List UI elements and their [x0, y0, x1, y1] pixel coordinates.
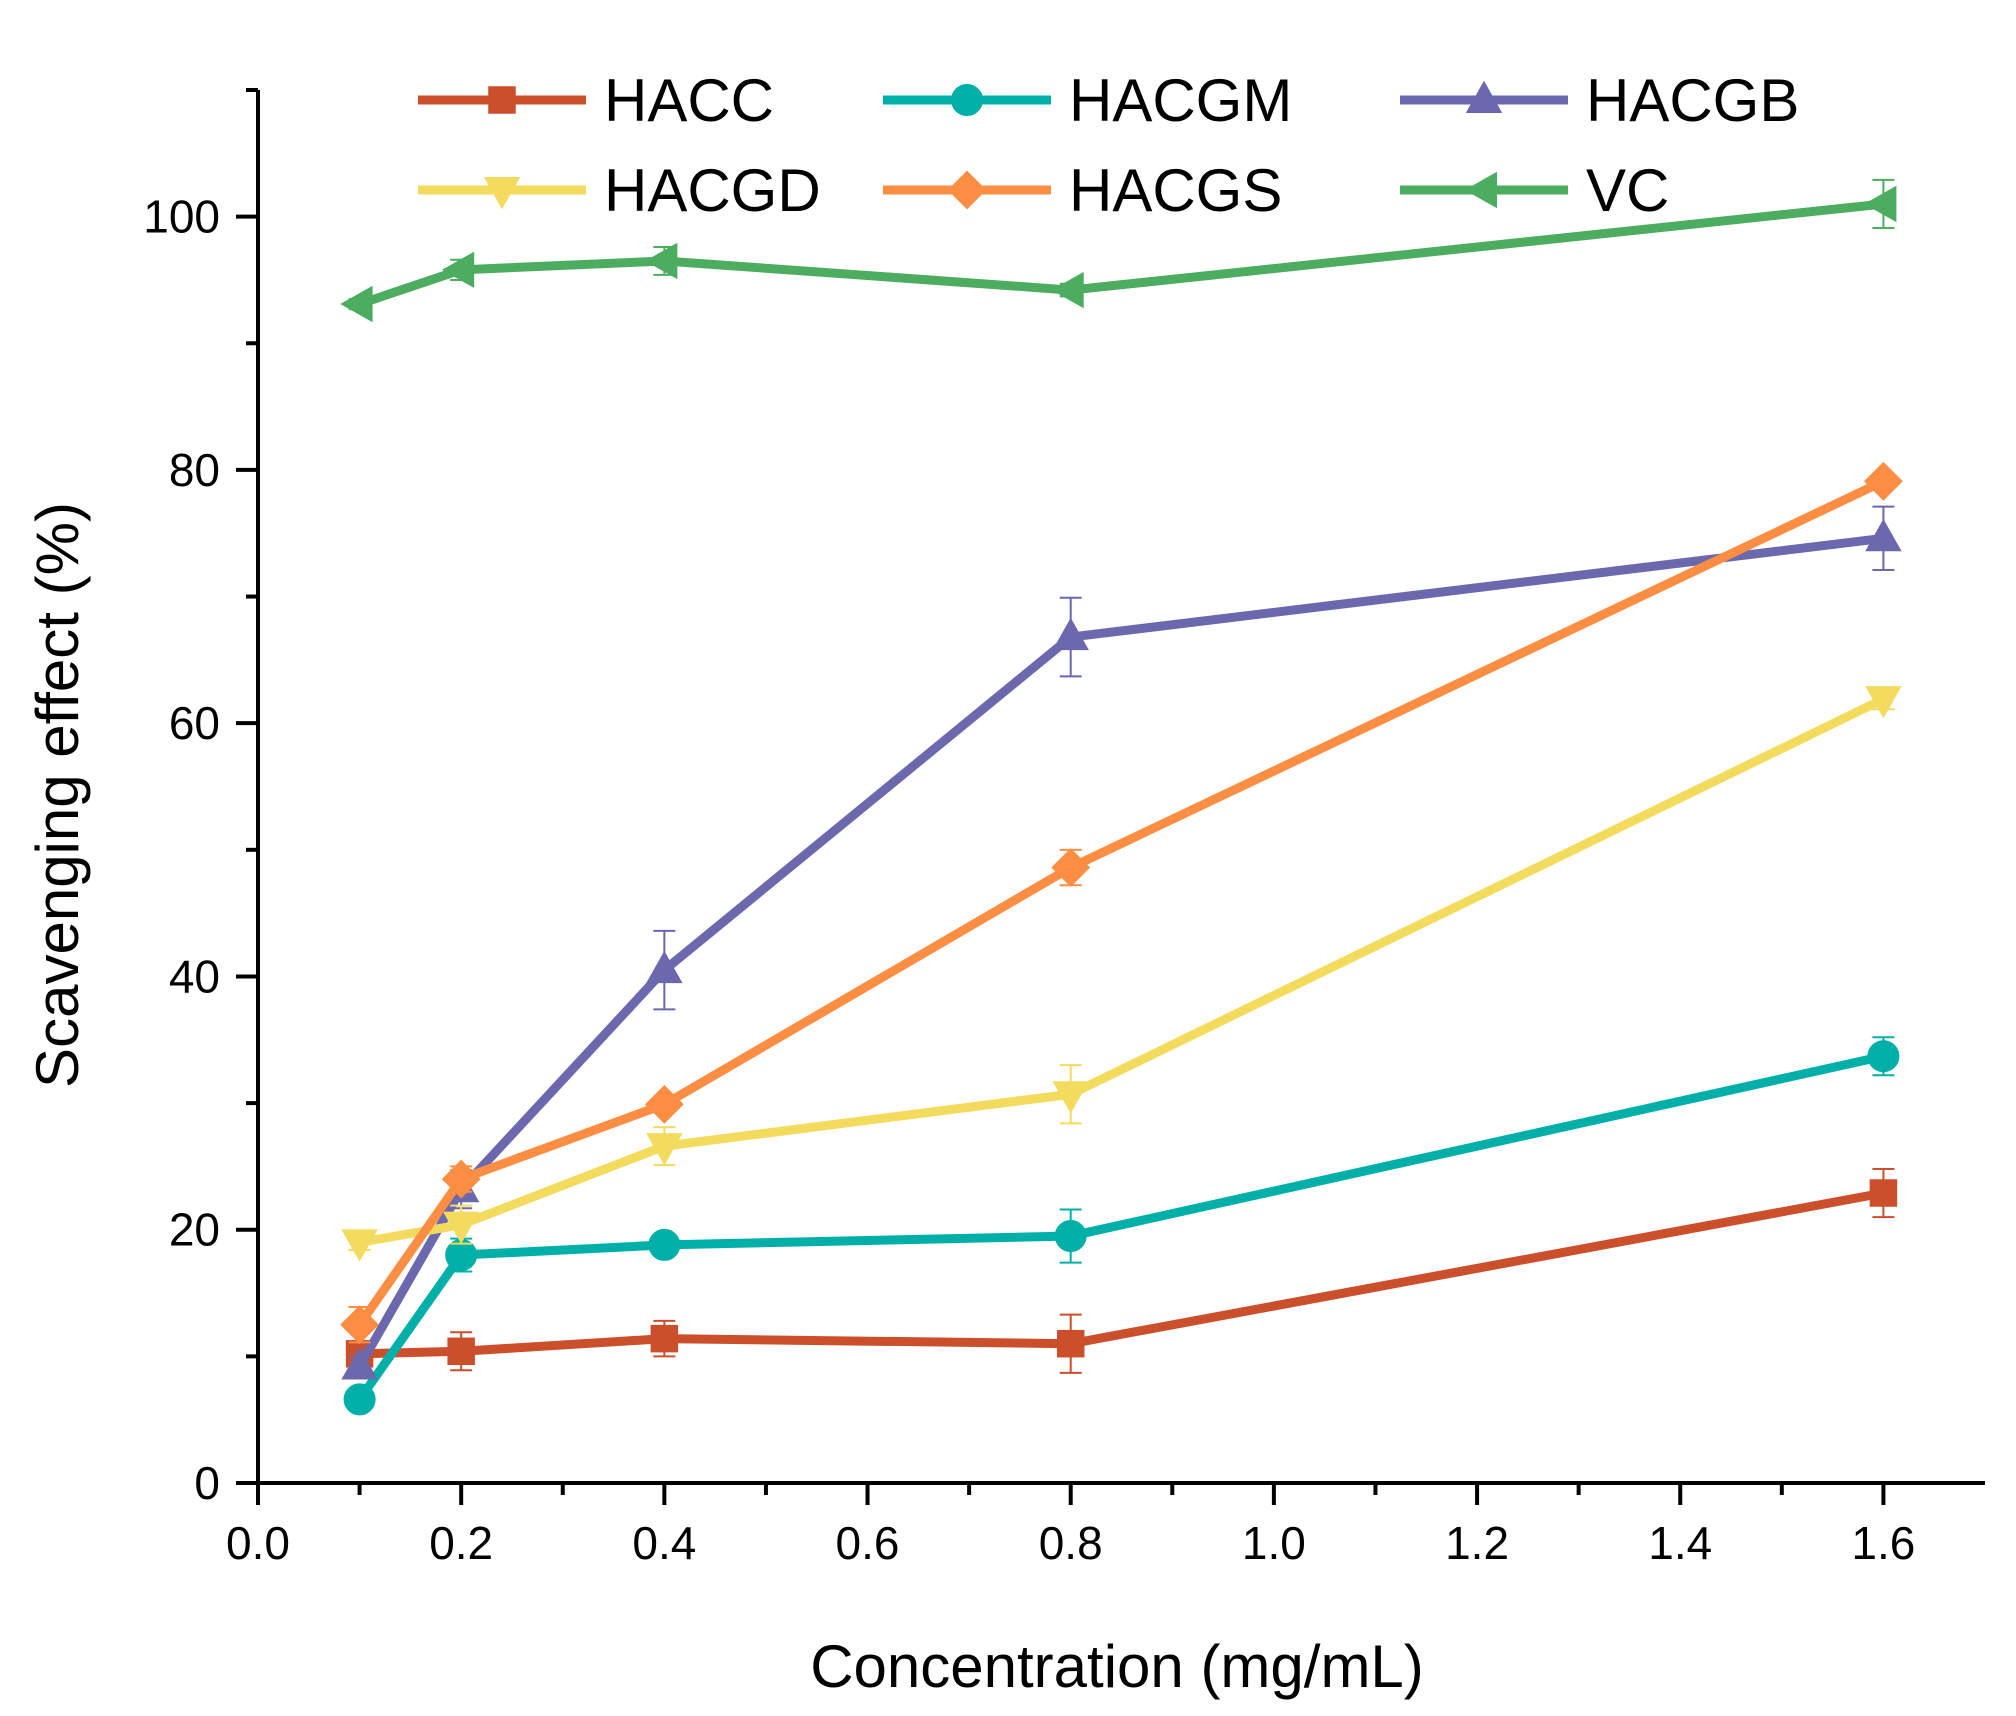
series-line: [355, 477, 1886, 1328]
series-line: [355, 1051, 1885, 1403]
legend-marker: [1464, 171, 1497, 209]
x-tick-label: 0.8: [1039, 1517, 1103, 1569]
x-tick-label: 1.2: [1445, 1517, 1509, 1569]
legend-label: HACC: [604, 67, 774, 134]
data-point: [1052, 617, 1089, 651]
data-point: [340, 1305, 380, 1345]
data-point: [1052, 1081, 1089, 1114]
x-tick-label: 1.6: [1851, 1517, 1915, 1569]
legend-label: VC: [1586, 157, 1669, 224]
legend-label: HACGS: [1069, 157, 1282, 224]
data-point: [1056, 1329, 1085, 1358]
x-axis-label: Concentration (mg/mL): [810, 1633, 1424, 1700]
y-tick-label: 80: [169, 444, 220, 496]
data-point: [441, 1159, 481, 1199]
data-point: [343, 1383, 376, 1416]
legend-item-hacgb: HACGB: [1400, 67, 1799, 134]
data-point: [1869, 1179, 1898, 1207]
series-line: [359, 1188, 1885, 1359]
data-point: [650, 1324, 679, 1353]
y-tick-label: 20: [169, 1204, 220, 1256]
y-tick-label: 0: [194, 1457, 220, 1509]
data-point: [1865, 519, 1902, 552]
x-tick-label: 0.6: [836, 1517, 900, 1569]
legend-label: HACGM: [1069, 67, 1292, 134]
data-point: [447, 1337, 475, 1366]
legend-marker: [483, 177, 521, 210]
legend-item-hacgs: HACGS: [883, 157, 1282, 224]
x-tick-label: 1.4: [1648, 1517, 1712, 1569]
y-tick-label: 40: [169, 950, 220, 1002]
x-tick-label: 1.0: [1242, 1517, 1306, 1569]
x-tick-label: 0.0: [226, 1517, 290, 1569]
data-point: [1867, 1040, 1900, 1073]
series-hacc: [345, 1167, 1898, 1374]
data-point: [646, 950, 683, 984]
data-point: [644, 1084, 684, 1124]
axes: [256, 90, 1985, 1485]
data-point: [1864, 185, 1897, 223]
legend-item-hacgm: HACGM: [883, 67, 1292, 134]
data-point: [441, 251, 475, 289]
legend-label: HACGD: [604, 157, 821, 224]
data-point: [1865, 686, 1902, 719]
y-axis-label: Scavenging effect (%): [24, 502, 91, 1088]
data-point: [341, 1347, 378, 1380]
series-hacgd: [341, 686, 1902, 1262]
data-point: [646, 1133, 683, 1166]
data-point: [442, 1211, 480, 1244]
legend-item-hacc: HACC: [418, 67, 774, 134]
series-hacgm: [343, 1036, 1900, 1416]
legend-item-hacgd: HACGD: [418, 157, 821, 224]
legend-marker: [947, 170, 987, 210]
legend-marker: [951, 84, 983, 116]
x-tick-label: 0.2: [429, 1517, 493, 1569]
legend: HACC HACGM HACGB HACGD HACGS VC: [418, 67, 1799, 224]
legend-label: HACGB: [1586, 67, 1799, 134]
data-point: [340, 285, 373, 323]
legend-item-vc: VC: [1400, 157, 1669, 224]
series-line: [358, 695, 1886, 1247]
y-tick-label: 100: [143, 191, 220, 243]
data-point: [1051, 848, 1091, 887]
x-tick-label: 0.4: [632, 1517, 696, 1569]
data-point: [1051, 271, 1084, 309]
y-axis-ticks: 0 20 40 60 80 100: [143, 88, 258, 1509]
series-hacgs: [340, 461, 1903, 1345]
data-point: [1863, 461, 1903, 501]
data-point: [1054, 1220, 1087, 1253]
data-point: [645, 242, 678, 280]
data-point: [341, 1229, 378, 1262]
data-point: [648, 1228, 681, 1261]
x-axis-ticks: 0.0 0.2 0.4 0.6 0.8 1.0 1.2 1.4 1.6: [226, 1483, 1915, 1569]
legend-marker: [488, 86, 516, 114]
series-vc: [340, 178, 1897, 323]
legend-marker: [1465, 80, 1503, 113]
series-line: [355, 533, 1884, 1369]
plot-area: [340, 178, 1903, 1416]
y-tick-label: 60: [169, 697, 220, 749]
